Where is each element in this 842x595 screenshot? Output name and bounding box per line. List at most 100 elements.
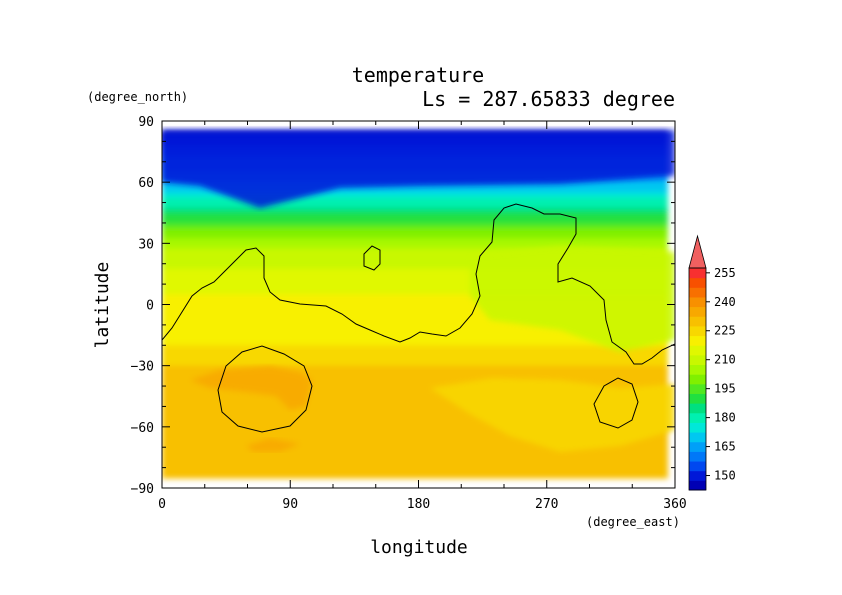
x-unit-label: (degree_east) xyxy=(586,515,680,529)
colorbar-swatch xyxy=(689,470,706,481)
colorbar-frame xyxy=(688,267,707,491)
x-tick-label: 360 xyxy=(663,497,686,512)
colorbar: 150 165 180 195 210 225 240 255 xyxy=(688,234,736,491)
colorbar-label: 180 xyxy=(714,411,736,425)
x-tick-label: 180 xyxy=(407,497,430,512)
colorbar-swatch xyxy=(689,335,706,346)
field-band xyxy=(162,299,668,306)
field-band xyxy=(162,248,668,255)
field-band xyxy=(162,431,668,438)
field-band xyxy=(162,370,668,377)
y-tick-label: 60 xyxy=(138,176,154,191)
colorbar-swatch xyxy=(689,412,706,423)
field-band xyxy=(162,335,668,341)
colorbar-swatch xyxy=(689,441,706,452)
field-band xyxy=(162,243,668,250)
field-band xyxy=(162,284,668,291)
field-band xyxy=(162,457,668,464)
colorbar-swatch xyxy=(689,316,706,327)
colorbar-swatch xyxy=(689,451,706,462)
field-band xyxy=(162,309,668,316)
field-band xyxy=(162,345,668,352)
contour-main xyxy=(162,203,675,365)
contour-lines xyxy=(162,203,675,433)
field-band xyxy=(162,452,668,459)
field-band xyxy=(162,442,668,449)
field-band xyxy=(162,426,668,433)
field-band xyxy=(162,253,668,260)
y-axis-ticks: −90 −60 −30 0 30 60 90 xyxy=(131,115,675,497)
field-band xyxy=(162,212,668,219)
contour-southwest-basin xyxy=(217,345,313,433)
field-band xyxy=(162,304,668,311)
colorbar-swatch xyxy=(689,277,706,288)
field-band xyxy=(162,294,668,301)
field-band xyxy=(162,462,668,469)
colorbar-swatch xyxy=(689,480,706,491)
cool-east-region xyxy=(470,246,675,352)
contour-small-island xyxy=(363,245,381,271)
colorbar-swatch xyxy=(689,383,706,394)
field-band xyxy=(162,375,668,382)
field-band xyxy=(162,386,668,392)
field-band xyxy=(162,411,668,418)
colorbar-swatch xyxy=(689,364,706,375)
field-band xyxy=(162,350,668,357)
field-band xyxy=(162,319,668,326)
chart-title: temperature xyxy=(352,63,484,87)
field-band xyxy=(162,365,668,372)
field-band xyxy=(162,391,668,398)
colorbar-label: 195 xyxy=(714,382,736,396)
field-band xyxy=(162,467,668,474)
field-band xyxy=(162,207,668,214)
cool-southeast-region xyxy=(430,378,675,452)
x-axis-label: longitude xyxy=(370,537,468,558)
colorbar-swatch xyxy=(689,296,706,308)
colorbar-swatch xyxy=(689,306,706,317)
x-tick-label: 0 xyxy=(158,497,166,512)
y-tick-label: −60 xyxy=(131,421,154,436)
field-band xyxy=(162,187,668,194)
field-band xyxy=(162,360,668,367)
colorbar-swatch xyxy=(689,287,706,298)
field-band xyxy=(162,472,668,479)
colorbar-swatch xyxy=(689,325,706,337)
field-band xyxy=(162,421,668,428)
field-band xyxy=(162,289,668,296)
colorbar-swatch xyxy=(689,422,706,433)
field-band xyxy=(162,258,668,265)
colorbar-label: 240 xyxy=(714,295,736,309)
field-band xyxy=(162,355,668,362)
field-band xyxy=(162,401,668,408)
field-band xyxy=(162,437,668,443)
y-tick-label: −90 xyxy=(131,482,154,497)
field-features xyxy=(162,130,675,452)
field-band xyxy=(162,447,668,454)
field-band xyxy=(162,416,668,423)
field-band xyxy=(162,217,668,224)
cool-northwest-band xyxy=(162,130,675,208)
colorbar-overflow-arrow xyxy=(688,234,707,269)
field-band xyxy=(162,268,668,275)
field-band xyxy=(162,324,668,331)
y-tick-label: 90 xyxy=(138,115,154,130)
colorbar-label: 210 xyxy=(714,353,736,367)
colorbar-swatch xyxy=(689,268,706,279)
warm-southwest-region xyxy=(190,366,312,410)
field-band xyxy=(162,202,668,209)
y-tick-label: −30 xyxy=(131,360,154,375)
field-band xyxy=(162,396,668,403)
colorbar-swatch xyxy=(689,354,706,366)
colorbar-swatch xyxy=(689,432,706,443)
colorbar-label: 165 xyxy=(714,440,736,454)
colorbar-swatch xyxy=(689,403,706,414)
field-band xyxy=(162,238,668,245)
x-tick-label: 270 xyxy=(535,497,558,512)
field-band xyxy=(162,263,668,270)
x-tick-label: 90 xyxy=(282,497,298,512)
field-band xyxy=(162,228,668,234)
y-unit-label: (degree_north) xyxy=(87,90,188,104)
chart-subtitle: Ls = 287.65833 degree xyxy=(422,87,675,111)
field-band xyxy=(162,222,668,229)
